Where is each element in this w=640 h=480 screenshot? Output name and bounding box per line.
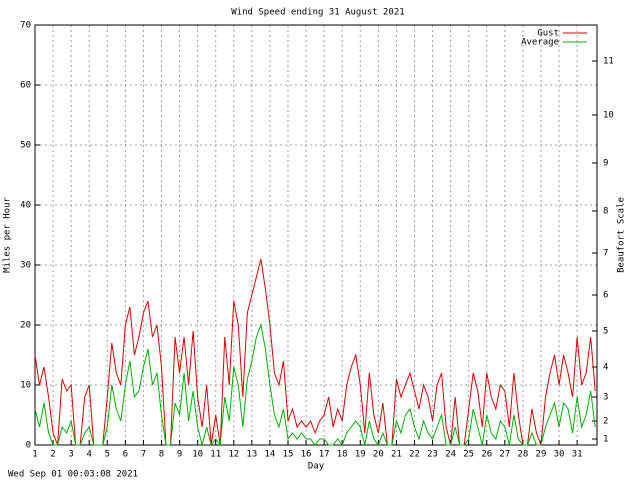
y2-axis-label: Beaufort Scale (617, 197, 627, 273)
x-tick-label: 13 (246, 450, 257, 460)
x-tick-label: 2 (50, 450, 55, 460)
x-tick-label: 9 (177, 450, 182, 460)
y-tick-label: 30 (20, 261, 31, 271)
y-tick-label: 40 (20, 201, 31, 211)
x-tick-label: 17 (319, 450, 330, 460)
x-tick-label: 31 (572, 450, 583, 460)
legend-label: Average (521, 38, 559, 48)
x-tick-label: 24 (445, 450, 456, 460)
y-tick-label: 0 (26, 441, 31, 451)
x-tick-label: 29 (536, 450, 547, 460)
x-tick-label: 7 (141, 450, 146, 460)
x-tick-label: 5 (105, 450, 110, 460)
x-tick-label: 15 (283, 450, 294, 460)
x-tick-label: 26 (481, 450, 492, 460)
y2-tick-label: 9 (603, 159, 608, 169)
x-tick-label: 23 (427, 450, 438, 460)
y-axis-label: Miles per Hour (3, 196, 13, 272)
y2-tick-label: 5 (603, 327, 608, 337)
x-tick-label: 1 (32, 450, 37, 460)
y2-tick-label: 4 (603, 363, 608, 373)
legend-label: Gust (537, 29, 559, 39)
y-tick-label: 10 (20, 381, 31, 391)
x-tick-label: 21 (391, 450, 402, 460)
x-tick-label: 22 (409, 450, 420, 460)
x-tick-label: 6 (123, 450, 128, 460)
y-tick-label: 50 (20, 141, 31, 151)
plot-frame (34, 24, 598, 446)
y2-tick-label: 1 (603, 435, 608, 445)
y-tick-label: 60 (20, 81, 31, 91)
footer: Wed Sep 01 00:03:08 2021 (8, 470, 138, 480)
y-tick-label: 20 (20, 321, 31, 331)
x-tick-label: 18 (337, 450, 348, 460)
y2-tick-label: 10 (603, 111, 614, 121)
x-tick-label: 4 (87, 450, 92, 460)
x-tick-label: 25 (463, 450, 474, 460)
x-tick-label: 28 (517, 450, 528, 460)
y2-tick-label: 11 (603, 57, 614, 67)
y2-tick-label: 8 (603, 207, 608, 217)
y2-tick-label: 6 (603, 291, 608, 301)
y2-tick-label: 3 (603, 393, 608, 403)
x-tick-label: 19 (355, 450, 366, 460)
line-series (34, 258, 596, 446)
chart-title: Wind Speed ending 31 August 2021 (231, 8, 404, 18)
x-tick-label: 30 (554, 450, 565, 460)
y-tick-label: 70 (20, 21, 31, 31)
y2-tick-label: 2 (603, 417, 608, 427)
x-tick-label: 3 (68, 450, 73, 460)
x-tick-label: 14 (264, 450, 275, 460)
y2-tick-label: 7 (603, 249, 608, 259)
x-tick-label: 8 (159, 450, 164, 460)
x-tick-label: 20 (373, 450, 384, 460)
x-tick-label: 11 (210, 450, 221, 460)
x-axis-label: Day (308, 462, 325, 472)
line-series (34, 323, 596, 447)
x-tick-label: 27 (499, 450, 510, 460)
x-tick-label: 12 (228, 450, 239, 460)
x-tick-label: 16 (301, 450, 312, 460)
x-tick-label: 10 (192, 450, 203, 460)
